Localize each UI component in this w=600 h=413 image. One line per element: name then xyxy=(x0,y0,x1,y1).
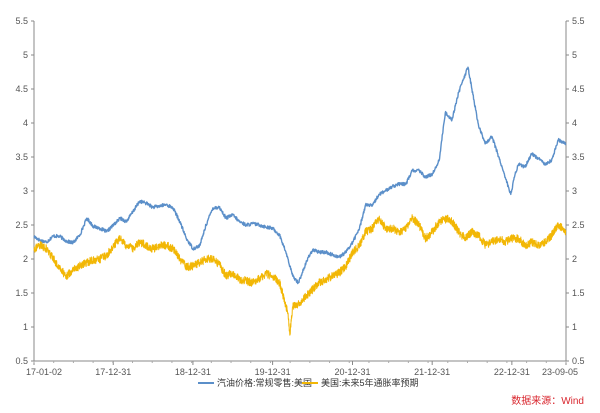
y-tick-label-left: 4 xyxy=(23,118,28,128)
data-source-label: 数据来源：Wind xyxy=(511,394,584,407)
chart-legend: 汽油价格:常规零售:美国 美国:未来5年通胀率预期 xyxy=(198,377,419,388)
y-tick-label-left: 4.5 xyxy=(15,84,28,94)
y-tick-label-right: 1.5 xyxy=(572,288,585,298)
y-tick-label-left: 1.5 xyxy=(15,288,28,298)
x-tick-label: 20-12-31 xyxy=(334,367,370,377)
x-tick-label: 23-09-05 xyxy=(542,367,578,377)
x-tick-label: 22-12-31 xyxy=(494,367,530,377)
y-tick-label-right: 3 xyxy=(572,186,577,196)
x-tick-label: 18-12-31 xyxy=(175,367,211,377)
y-tick-label-right: 5 xyxy=(572,50,577,60)
y-tick-label-right: 0.5 xyxy=(572,356,585,366)
y-tick-label-left: 2 xyxy=(23,254,28,264)
series-line-inflation xyxy=(33,214,567,336)
x-tick-label: 17-12-31 xyxy=(95,367,131,377)
y-tick-label-right: 4.5 xyxy=(572,84,585,94)
x-tick-label: 19-12-31 xyxy=(255,367,291,377)
series-line-gasoline xyxy=(33,66,567,285)
y-tick-label-right: 1 xyxy=(572,322,577,332)
y-tick-label-right: 3.5 xyxy=(572,152,585,162)
y-tick-label-right: 5.5 xyxy=(572,16,585,26)
y-tick-label-left: 3 xyxy=(23,186,28,196)
x-tick-label: 21-12-31 xyxy=(414,367,450,377)
y-tick-label-right: 4 xyxy=(572,118,577,128)
legend-label-inflation: 美国:未来5年通胀率预期 xyxy=(321,377,419,388)
y-tick-label-left: 5 xyxy=(23,50,28,60)
y-tick-label-left: 3.5 xyxy=(15,152,28,162)
series-layer xyxy=(33,66,567,336)
y-tick-label-right: 2 xyxy=(572,254,577,264)
y-tick-label-left: 0.5 xyxy=(15,356,28,366)
x-tick-label: 17-01-02 xyxy=(26,367,62,377)
y-tick-label-right: 2.5 xyxy=(572,220,585,230)
legend-label-gasoline: 汽油价格:常规零售:美国 xyxy=(217,377,312,388)
y-tick-label-left: 5.5 xyxy=(15,16,28,26)
y-tick-label-left: 2.5 xyxy=(15,220,28,230)
y-tick-label-left: 1 xyxy=(23,322,28,332)
chart-axes: 0.5 1 1.5 2 2.5 3 3.5 4 4.5 5 5.5 0.5 1 1.5 2 2.5 3 3.5 4 4… xyxy=(15,16,584,377)
